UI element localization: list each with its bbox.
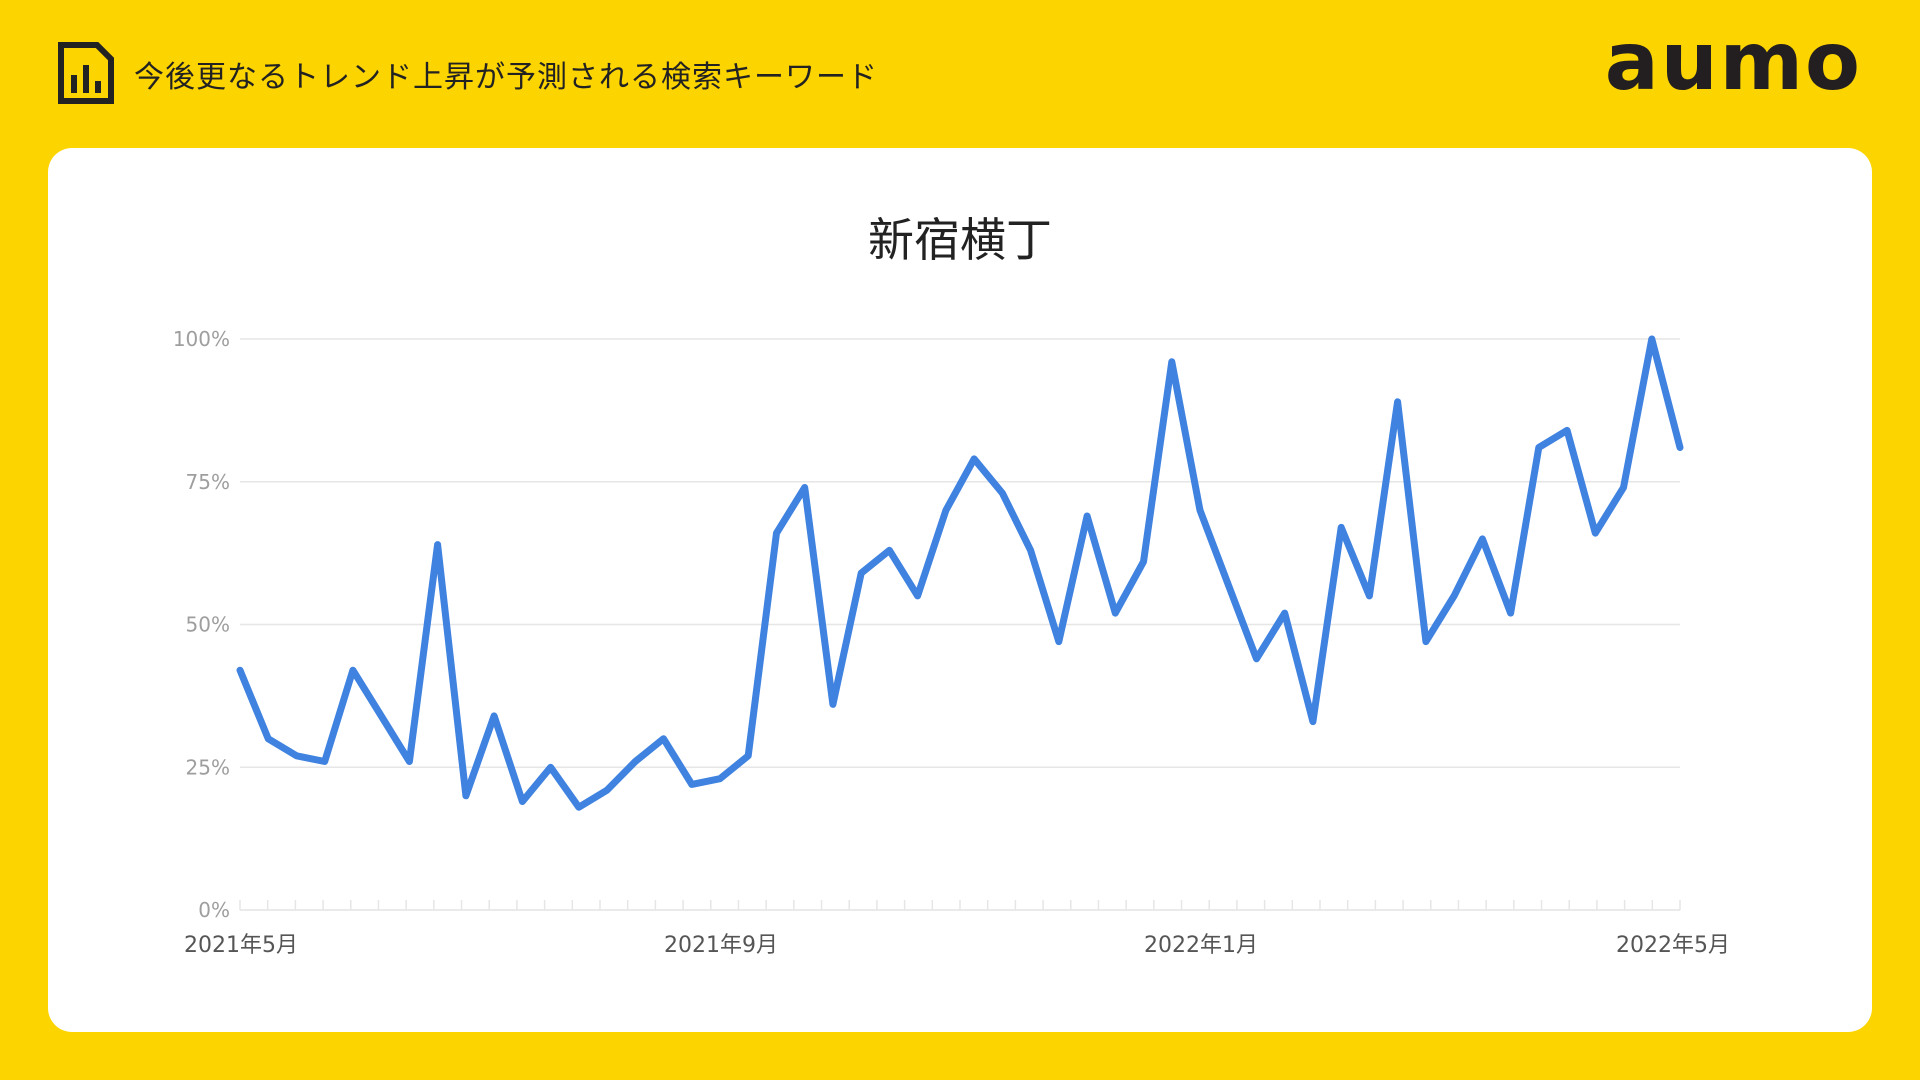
x-tick-label: 2021年9月 <box>664 933 778 958</box>
x-tick-label: 2021年5月 <box>184 933 298 958</box>
aumo-logo: aumo <box>1604 15 1862 108</box>
y-tick-label: 100% <box>173 327 230 351</box>
y-tick-label: 25% <box>186 755 230 779</box>
y-tick-label: 50% <box>186 613 230 637</box>
bar-chart-document-icon <box>58 42 114 104</box>
x-tick-label: 2022年1月 <box>1144 933 1258 958</box>
series-line <box>236 335 1684 811</box>
chart-card: 新宿横丁 0% 25% 50% 75% 100% 2021年5月 2021年9月 2022年1… <box>48 148 1872 1032</box>
page-title: 今後更なるトレンド上昇が予測される検索キーワード <box>134 60 878 95</box>
line-chart: 0% 25% 50% 75% 100% 2021年5月 2021年9月 2022年1月 2022… <box>173 327 1730 958</box>
y-tick-label: 75% <box>186 470 230 494</box>
chart-title: 新宿横丁 <box>868 213 1052 267</box>
x-tick-label: 2022年5月 <box>1616 933 1730 958</box>
y-tick-label: 0% <box>198 898 230 922</box>
